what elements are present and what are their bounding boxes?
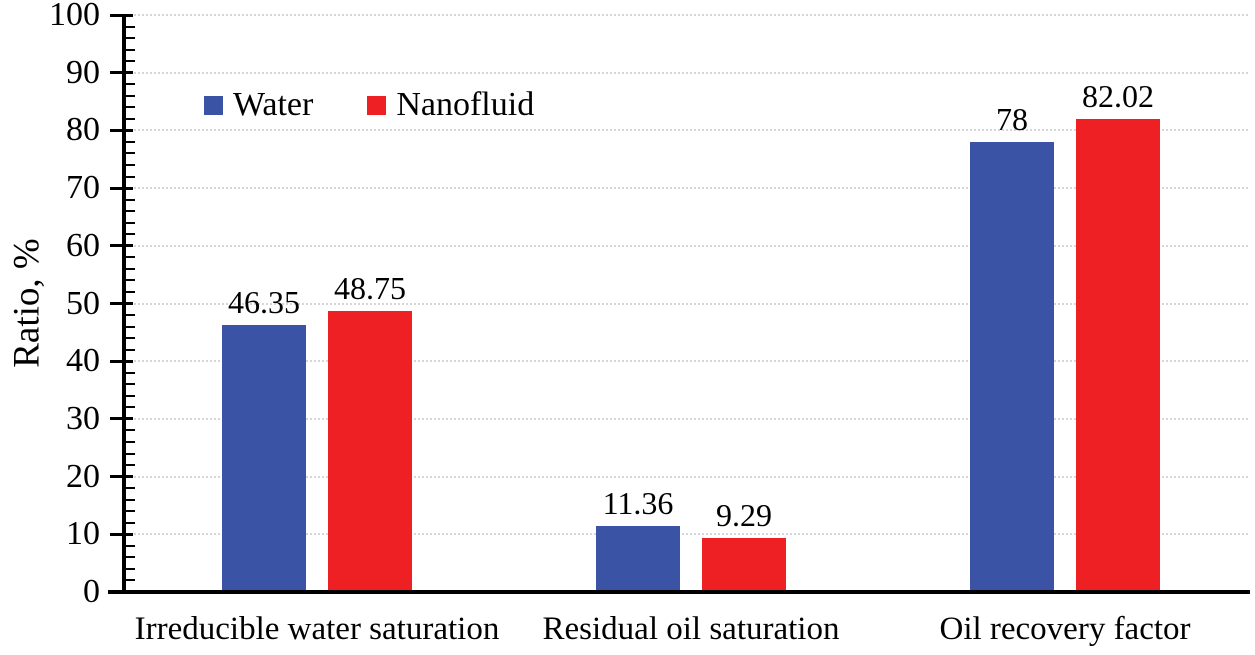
y-tick-label: 50: [66, 284, 100, 322]
y-minor-tick: [126, 383, 135, 386]
gridline: [126, 129, 1248, 132]
y-minor-tick: [126, 279, 135, 282]
legend-label-nanofluid: Nanofluid: [396, 86, 535, 123]
y-minor-tick: [126, 221, 135, 224]
y-minor-tick: [126, 164, 135, 167]
bar-nanofluid: [702, 538, 786, 590]
y-tick-label: 70: [66, 169, 100, 207]
bar-nanofluid: [1076, 118, 1160, 590]
y-minor-tick: [126, 60, 135, 63]
gridline: [126, 187, 1248, 190]
y-minor-tick: [126, 348, 135, 351]
y-minor-tick: [126, 464, 135, 467]
bar-value-label: 9.29: [716, 497, 772, 534]
y-tick-label: 90: [66, 53, 100, 91]
gridline: [126, 244, 1248, 247]
y-minor-tick: [126, 510, 135, 513]
y-minor-tick: [126, 394, 135, 397]
y-minor-tick: [126, 94, 135, 97]
y-tick-label: 30: [66, 399, 100, 437]
y-minor-tick: [126, 290, 135, 293]
y-major-tick: [110, 532, 133, 536]
y-major-tick: [110, 244, 133, 248]
bar-value-label: 46.35: [228, 283, 300, 320]
y-axis-line: [122, 14, 126, 592]
gridline: [126, 360, 1248, 363]
y-minor-tick: [126, 106, 135, 109]
y-minor-tick: [126, 25, 135, 28]
gridline: [126, 417, 1248, 420]
gridline: [126, 14, 1248, 16]
y-major-tick: [110, 302, 133, 305]
y-tick-label: 20: [66, 457, 100, 495]
y-minor-tick: [126, 567, 135, 570]
x-axis-line: [108, 590, 1250, 594]
y-major-tick: [110, 71, 133, 75]
y-minor-tick: [126, 487, 135, 490]
y-major-tick: [110, 417, 133, 421]
y-tick-label: 80: [66, 111, 100, 149]
y-tick-label: 10: [66, 515, 100, 553]
y-minor-tick: [126, 140, 135, 143]
gridline: [126, 302, 1248, 305]
legend-swatch-nanofluid-icon: [367, 95, 387, 115]
y-major-tick: [110, 128, 133, 132]
bar-value-label: 48.75: [334, 269, 406, 306]
y-minor-tick: [126, 267, 135, 270]
y-minor-tick: [126, 37, 135, 40]
legend-item-nanofluid: Nanofluid: [367, 86, 534, 124]
y-major-tick: [110, 13, 133, 17]
category-label: Residual oil saturation: [542, 611, 840, 647]
bar-water: [222, 324, 306, 590]
gridline: [126, 475, 1248, 478]
gridline: [126, 71, 1248, 74]
y-tick-label: 60: [66, 226, 100, 264]
y-minor-tick: [126, 452, 135, 455]
y-minor-tick: [126, 314, 135, 317]
y-minor-tick: [126, 521, 135, 524]
y-minor-tick: [126, 83, 135, 86]
y-minor-tick: [126, 429, 135, 432]
y-tick-label: 100: [49, 0, 100, 33]
y-minor-tick: [126, 175, 135, 178]
y-minor-tick: [126, 233, 135, 236]
y-minor-tick: [126, 48, 135, 51]
bar-water: [970, 141, 1054, 590]
y-minor-tick: [126, 406, 135, 409]
y-minor-tick: [126, 198, 135, 201]
y-tick-label: 0: [83, 573, 100, 610]
bar-water: [596, 526, 680, 590]
y-minor-tick: [126, 556, 135, 559]
bar-nanofluid: [328, 310, 412, 590]
y-minor-tick: [126, 337, 135, 340]
legend: Water Nanofluid: [204, 86, 534, 124]
y-minor-tick: [126, 579, 135, 582]
y-major-tick: [110, 359, 133, 363]
y-minor-tick: [126, 544, 135, 547]
category-label: Irreducible water saturation: [134, 611, 500, 647]
gridline: [126, 533, 1248, 536]
bar-value-label: 11.36: [602, 485, 674, 522]
legend-item-water: Water: [204, 86, 313, 124]
y-minor-tick: [126, 256, 135, 259]
y-minor-tick: [126, 371, 135, 374]
y-minor-tick: [126, 325, 135, 328]
y-tick-label: 40: [66, 342, 100, 380]
y-minor-tick: [126, 152, 135, 155]
y-major-tick: [110, 186, 133, 190]
category-label: Oil recovery factor: [939, 611, 1191, 647]
y-minor-tick: [126, 117, 135, 120]
y-major-tick: [110, 475, 133, 479]
y-minor-tick: [126, 210, 135, 213]
y-minor-tick: [126, 498, 135, 501]
y-minor-tick: [126, 440, 135, 443]
bar-value-label: 78: [996, 100, 1028, 137]
legend-label-water: Water: [233, 86, 314, 123]
bar-value-label: 82.02: [1082, 77, 1154, 114]
legend-swatch-water-icon: [204, 95, 223, 115]
